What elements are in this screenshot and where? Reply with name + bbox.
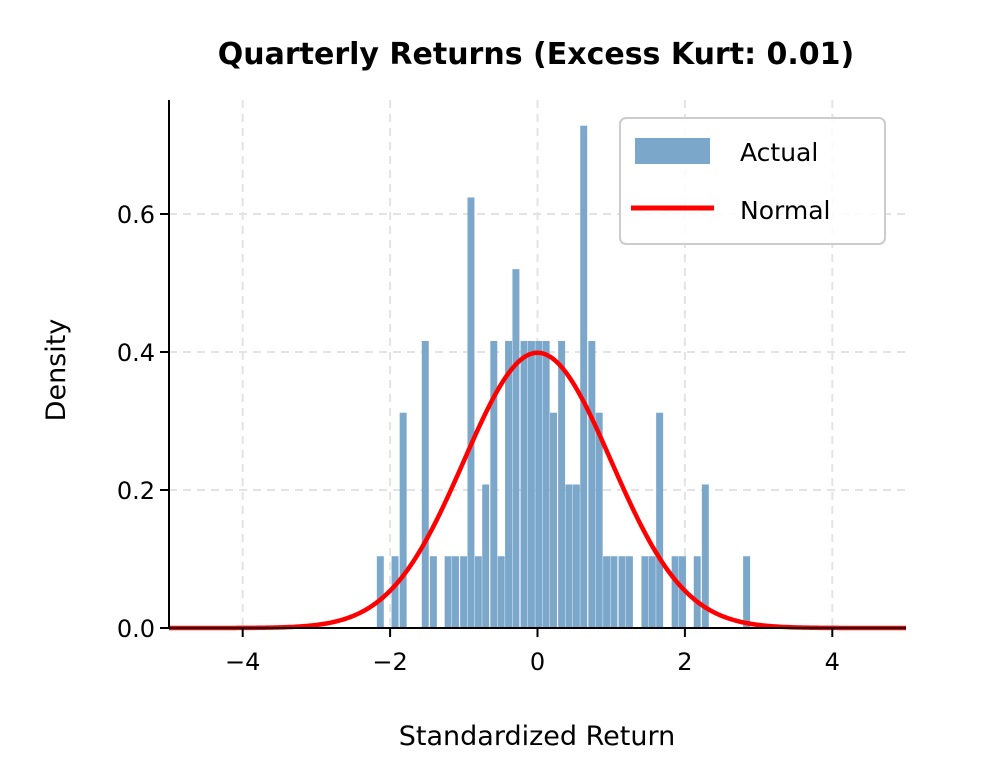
legend-label-actual: Actual (740, 138, 818, 167)
x-tick-label: 0 (530, 648, 545, 676)
x-tick-label: −4 (225, 648, 260, 676)
histogram-bar (444, 556, 452, 628)
y-axis-label: Density (41, 319, 72, 422)
histogram-bar (693, 556, 701, 628)
histogram-bar (467, 197, 475, 628)
histogram-bar (376, 556, 384, 628)
histogram-bar (701, 484, 709, 628)
x-tick-label: 4 (825, 648, 840, 676)
x-tick-label: 2 (677, 648, 692, 676)
histogram-bar (558, 340, 566, 628)
histogram-bar (743, 556, 751, 628)
histogram-bar (641, 556, 649, 628)
legend: Actual Normal (619, 117, 886, 245)
histogram-bar (625, 556, 633, 628)
normal-curve (169, 350, 906, 631)
histogram-bar (618, 556, 626, 628)
histogram-bar (512, 269, 520, 628)
chart-title: Quarterly Returns (Excess Kurt: 0.01) (218, 37, 855, 72)
y-tick-label: 0.0 (117, 615, 155, 643)
histogram-bar (421, 340, 429, 628)
histogram-bar (610, 556, 618, 628)
legend-swatch-actual (635, 138, 710, 164)
x-tick-label: −2 (372, 648, 407, 676)
histogram-bar (460, 556, 468, 628)
histogram-bar (399, 412, 407, 628)
histogram-bar (527, 340, 535, 628)
histogram-bar (452, 556, 459, 628)
histogram-bar (656, 412, 664, 628)
histogram-bar (542, 340, 550, 628)
y-tick-label: 0.6 (117, 201, 155, 229)
x-axis-ticks: −4 −2 0 2 4 (225, 628, 840, 676)
y-tick-label: 0.4 (117, 339, 155, 367)
histogram-bar (671, 556, 679, 628)
y-tick-label: 0.2 (117, 477, 155, 505)
histogram-bar (595, 412, 603, 628)
histogram-bar (482, 484, 490, 628)
histogram-bar (429, 556, 437, 628)
histogram-bar (648, 556, 656, 628)
histogram-bar (565, 484, 573, 628)
x-axis-label: Standardized Return (399, 721, 675, 752)
histogram-bar (474, 556, 482, 628)
legend-label-normal: Normal (740, 196, 830, 225)
histogram-bar (550, 412, 557, 628)
histogram-bar (505, 340, 513, 628)
y-axis-ticks: 0.0 0.2 0.4 0.6 (117, 201, 169, 643)
histogram-bar (391, 556, 399, 628)
histogram-bar (603, 556, 611, 628)
histogram-bar (520, 340, 528, 628)
histogram-bars (376, 125, 751, 629)
histogram-bar (535, 340, 543, 628)
histogram-bar (497, 556, 505, 628)
histogram-bar (490, 340, 498, 628)
histogram-bar (679, 556, 686, 628)
histogram-bar (580, 125, 588, 629)
legend-box (619, 117, 886, 245)
histogram-bar (588, 340, 596, 628)
histogram-bar (572, 484, 580, 628)
